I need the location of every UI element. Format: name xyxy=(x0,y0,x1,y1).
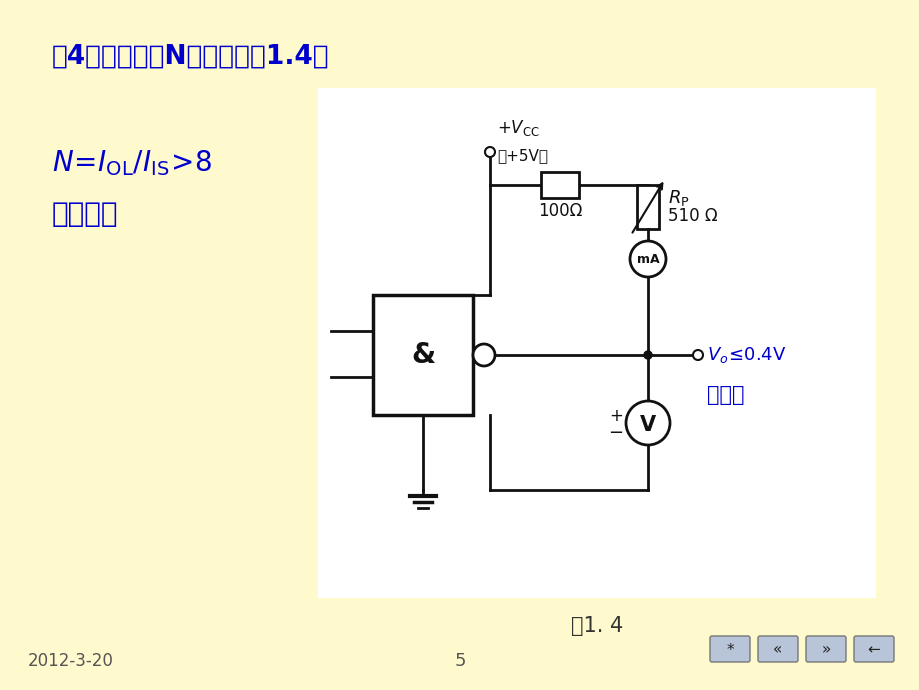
Bar xyxy=(318,88,875,598)
FancyBboxPatch shape xyxy=(853,636,893,662)
Circle shape xyxy=(643,351,652,359)
Text: 2012-3-20: 2012-3-20 xyxy=(28,652,114,670)
Text: 5: 5 xyxy=(454,652,465,670)
Text: $R_{\rm P}$: $R_{\rm P}$ xyxy=(667,188,689,208)
Text: 100Ω: 100Ω xyxy=(538,202,582,220)
Text: 为合格。: 为合格。 xyxy=(52,200,119,228)
Circle shape xyxy=(630,241,665,277)
Text: $V_o\!\leq\!0.4\mathrm{V}$: $V_o\!\leq\!0.4\mathrm{V}$ xyxy=(706,345,786,365)
Bar xyxy=(636,185,658,229)
Circle shape xyxy=(472,344,494,366)
Text: 图1. 4: 图1. 4 xyxy=(571,616,622,636)
Text: mA: mA xyxy=(636,253,659,266)
Circle shape xyxy=(484,147,494,157)
Text: »: » xyxy=(821,642,830,658)
Text: （4）扇出系数N的测试（图1.4）: （4）扇出系数N的测试（图1.4） xyxy=(52,44,329,70)
Text: 510 Ω: 510 Ω xyxy=(667,207,717,225)
Text: 为合格: 为合格 xyxy=(706,385,743,405)
Bar xyxy=(318,88,875,598)
FancyBboxPatch shape xyxy=(709,636,749,662)
Text: （+5V）: （+5V） xyxy=(496,148,548,164)
Text: $+V_{\rm CC}$: $+V_{\rm CC}$ xyxy=(496,118,539,138)
Text: *: * xyxy=(725,642,733,658)
Text: +: + xyxy=(608,407,622,425)
FancyBboxPatch shape xyxy=(757,636,797,662)
Text: &: & xyxy=(411,341,435,369)
Text: ←: ← xyxy=(867,642,879,658)
Text: V: V xyxy=(640,415,655,435)
Circle shape xyxy=(692,350,702,360)
Text: «: « xyxy=(773,642,782,658)
Circle shape xyxy=(625,401,669,445)
Text: $N\!=\!I_{\rm OL}/I_{\rm IS}\!>\!8$: $N\!=\!I_{\rm OL}/I_{\rm IS}\!>\!8$ xyxy=(52,148,212,178)
Text: −: − xyxy=(607,424,622,442)
FancyBboxPatch shape xyxy=(805,636,845,662)
Bar xyxy=(540,172,578,198)
Bar xyxy=(372,295,472,415)
